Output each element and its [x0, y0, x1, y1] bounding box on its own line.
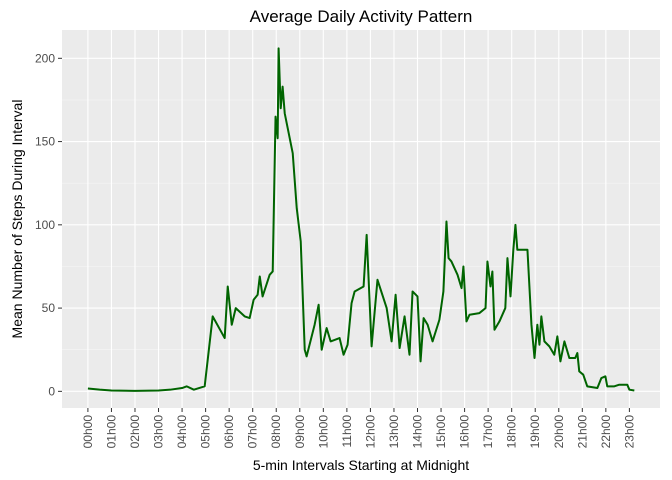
x-tick-label: 19h00 — [528, 415, 542, 449]
y-tick-label: 150 — [35, 135, 55, 149]
x-tick-label: 00h00 — [81, 415, 95, 449]
x-axis-title: 5-min Intervals Starting at Midnight — [253, 457, 469, 473]
x-tick-label: 21h00 — [575, 415, 589, 449]
x-tick-label: 14h00 — [411, 415, 425, 449]
x-tick-label: 08h00 — [269, 415, 283, 449]
panel — [62, 30, 660, 408]
x-tick-label: 13h00 — [387, 415, 401, 449]
x-tick-label: 06h00 — [222, 415, 236, 449]
y-tick-label: 50 — [42, 301, 56, 315]
x-tick-label: 11h00 — [340, 415, 354, 448]
x-tick-label: 03h00 — [152, 415, 166, 449]
x-tick-label: 18h00 — [505, 415, 519, 449]
y-tick-label: 100 — [35, 218, 55, 232]
x-tick-label: 20h00 — [552, 415, 566, 449]
x-tick-label: 01h00 — [104, 415, 118, 449]
data-line — [87, 47, 635, 392]
chart-title: Average Daily Activity Pattern — [250, 7, 473, 26]
y-tick-label: 200 — [35, 51, 55, 65]
x-tick-label: 04h00 — [175, 415, 189, 449]
x-tick-label: 23h00 — [622, 415, 636, 449]
x-tick-label: 15h00 — [434, 415, 448, 449]
x-tick-label: 17h00 — [481, 415, 495, 449]
x-tick-label: 09h00 — [293, 415, 307, 449]
y-tick-label: 0 — [48, 384, 55, 398]
y-axis-title: Mean Number of Steps During Interval — [9, 100, 25, 339]
x-tick-label: 10h00 — [316, 415, 330, 449]
x-tick-label: 16h00 — [458, 415, 472, 449]
x-tick-label: 22h00 — [599, 415, 613, 449]
x-tick-label: 05h00 — [199, 415, 213, 449]
x-tick-label: 12h00 — [363, 415, 377, 449]
x-tick-label: 02h00 — [128, 415, 142, 449]
x-tick-label: 07h00 — [246, 415, 260, 449]
